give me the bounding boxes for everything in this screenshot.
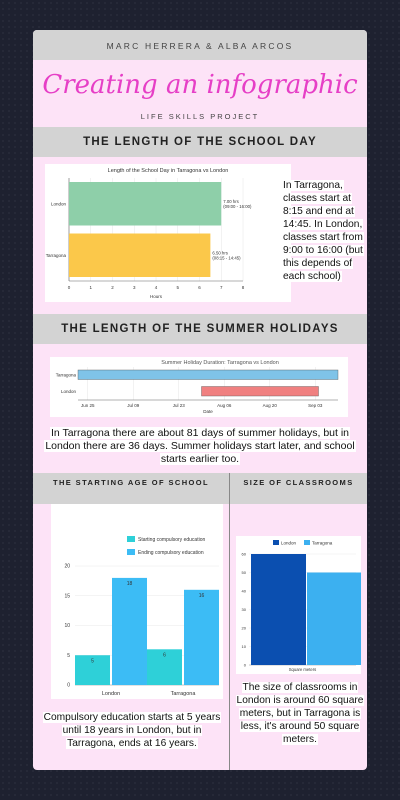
chart-title: Length of the School Day in Tarragona vs…: [108, 168, 229, 174]
x-tick-label: 4: [155, 285, 158, 290]
legend-swatch: [127, 536, 135, 542]
infographic-card: MARC HERRERA & ALBA ARCOS Creating an in…: [33, 30, 367, 770]
school-day-heading: THE LENGTH OF THE SCHOOL DAY: [33, 127, 367, 157]
y-tick-label: Tarragona: [56, 372, 77, 377]
data-label: 6.50 hrs (08:15 - 14:45): [212, 250, 241, 260]
data-label: 18: [127, 581, 133, 587]
y-tick-label: 10: [64, 623, 70, 629]
x-tick-label: Square meters: [289, 667, 316, 672]
y-tick-label: 0: [67, 683, 70, 689]
x-tick-label: Sep 03: [308, 403, 323, 408]
x-tick-label: Aug 20: [263, 403, 278, 408]
summer-holidays-chart-svg: Summer Holiday Duration: Tarragona vs Lo…: [56, 360, 339, 414]
bar-london: [112, 577, 147, 685]
data-label: 5: [91, 658, 94, 664]
x-axis-label: Hours: [150, 294, 163, 299]
legend-label: Tarragona: [312, 541, 333, 546]
bar-london: [201, 386, 319, 397]
classroom-size-chart: London Tarragona 0 10 20 30 40 50 60 Square meter…: [236, 536, 362, 674]
bar-tarragona: [77, 369, 339, 380]
x-tick-label: London: [102, 691, 120, 697]
authors-banner: MARC HERRERA & ALBA ARCOS: [33, 30, 367, 60]
legend-label: Ending compulsory education: [138, 550, 204, 556]
y-tick-label: 5: [67, 653, 70, 659]
summer-holidays-heading: THE LENGTH OF THE SUMMER HOLIDAYS: [33, 314, 367, 344]
x-tick-label: 6: [198, 285, 201, 290]
bar-tarragona: [307, 572, 362, 665]
y-tick-label: 0: [244, 663, 247, 668]
classroom-size-text: The size of classrooms in London is arou…: [235, 682, 365, 745]
summer-holidays-chart: Summer Holiday Duration: Tarragona vs Lo…: [50, 357, 348, 417]
x-tick-label: 5: [176, 285, 179, 290]
x-tick-label: 8: [242, 285, 245, 290]
x-tick-label: Jun 25: [81, 403, 95, 408]
column-divider: [229, 473, 230, 770]
y-tick-label: 10: [242, 644, 247, 649]
page-subtitle: LIFE SKILLS PROJECT: [140, 112, 260, 121]
y-tick-label: London: [51, 201, 67, 206]
page-title: Creating an infographic: [42, 70, 358, 100]
x-tick-label: 1: [89, 285, 92, 290]
data-label: 16: [199, 593, 205, 599]
x-tick-label: Aug 06: [217, 403, 232, 408]
y-tick-label: 30: [242, 607, 247, 612]
legend-swatch: [127, 549, 135, 555]
starting-age-text: Compulsory education starts at 5 years u…: [42, 712, 222, 749]
starting-age-chart: Starting compulsory education Ending comp…: [51, 504, 223, 699]
x-axis-label: Date: [203, 409, 213, 414]
x-tick-label: 0: [68, 285, 71, 290]
legend-swatch: [273, 540, 279, 545]
starting-age-heading: THE STARTING AGE OF SCHOOL: [33, 473, 229, 504]
school-day-chart-svg: Length of the School Day in Tarragona vs…: [46, 168, 252, 299]
x-tick-label: Jul 23: [173, 403, 186, 408]
bar-tarragona: [147, 649, 182, 685]
legend-label: London: [281, 541, 297, 546]
y-tick-label: London: [61, 389, 77, 394]
starting-age-chart-svg: Starting compulsory education Ending comp…: [64, 536, 219, 697]
y-tick-label: 40: [242, 589, 247, 594]
legend-label: Starting compulsory education: [138, 537, 205, 543]
bar-london: [69, 182, 222, 226]
data-label: 6: [163, 652, 166, 658]
school-day-chart: Length of the School Day in Tarragona vs…: [45, 164, 291, 302]
y-tick-label: 20: [242, 626, 247, 631]
classroom-size-chart-svg: London Tarragona 0 10 20 30 40 50 60 Square meter…: [242, 540, 362, 672]
x-tick-label: 7: [220, 285, 223, 290]
y-tick-label: 50: [242, 570, 247, 575]
legend-swatch: [304, 540, 310, 545]
x-tick-label: Tarragona: [171, 691, 197, 697]
y-tick-label: 15: [64, 593, 70, 599]
classroom-size-heading: SIZE OF CLASSROOMS: [230, 473, 367, 504]
bar-tarragona: [69, 233, 211, 277]
chart-title: Summer Holiday Duration: Tarragona vs Lo…: [161, 360, 279, 366]
bar-tarragona: [184, 589, 219, 685]
x-tick-label: 3: [133, 285, 136, 290]
x-tick-label: 2: [111, 285, 114, 290]
bar-london: [251, 554, 306, 665]
x-tick-label: Jul 09: [127, 403, 140, 408]
y-tick-label: Tarragona: [46, 253, 67, 258]
bar-london: [75, 655, 110, 685]
y-tick-label: 60: [242, 552, 247, 557]
data-label: 7.00 hrs (09:00 - 16:00): [223, 199, 252, 209]
y-tick-label: 20: [64, 564, 70, 570]
school-day-text: In Tarragona, classes start at 8:15 and …: [282, 180, 364, 282]
summer-holidays-text: In Tarragona there are about 81 days of …: [44, 427, 356, 465]
